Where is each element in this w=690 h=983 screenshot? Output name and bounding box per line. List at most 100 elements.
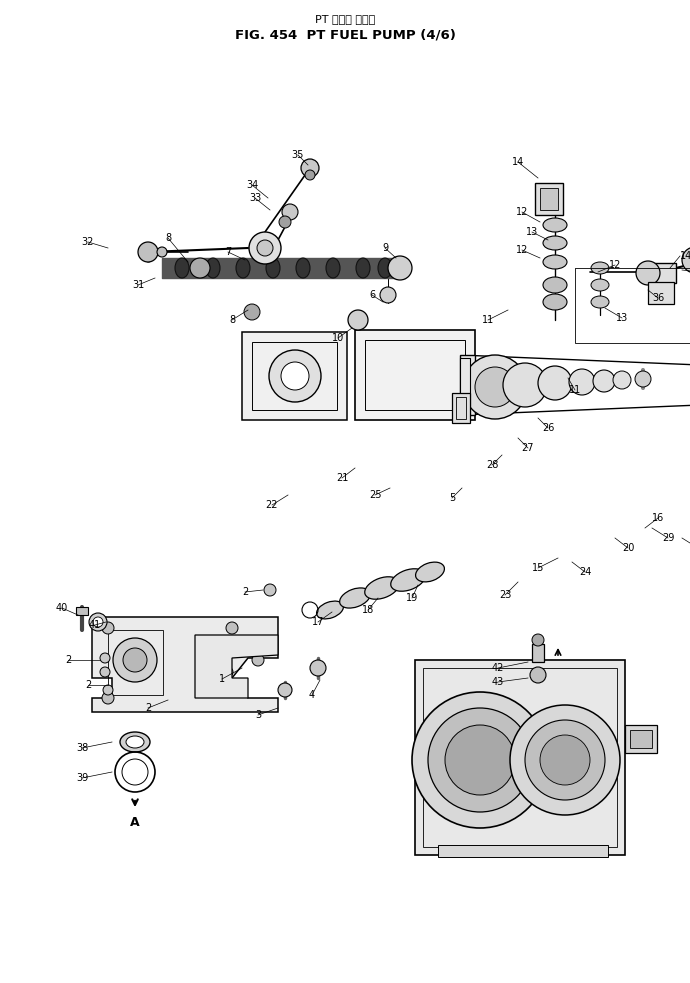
Text: 2: 2 <box>242 587 248 597</box>
Text: 31: 31 <box>132 280 144 290</box>
Bar <box>460 355 475 415</box>
Bar <box>438 845 608 857</box>
Text: 2: 2 <box>145 703 151 713</box>
Text: 7: 7 <box>225 247 231 257</box>
Circle shape <box>463 355 527 419</box>
Circle shape <box>269 350 321 402</box>
Text: 42: 42 <box>492 663 504 673</box>
Circle shape <box>538 366 572 400</box>
Bar <box>575 268 690 343</box>
Text: 39: 39 <box>76 773 88 783</box>
Bar <box>625 725 657 753</box>
Ellipse shape <box>591 262 609 274</box>
Circle shape <box>223 667 233 677</box>
Ellipse shape <box>175 258 189 278</box>
Bar <box>648 263 676 283</box>
Ellipse shape <box>356 258 370 278</box>
Text: 8: 8 <box>229 315 235 325</box>
Text: 18: 18 <box>362 605 374 615</box>
Bar <box>535 183 563 215</box>
Circle shape <box>475 367 515 407</box>
Bar <box>415 660 625 855</box>
Circle shape <box>540 735 590 785</box>
Text: 4: 4 <box>309 690 315 700</box>
Circle shape <box>113 638 157 682</box>
Circle shape <box>279 216 291 228</box>
Text: 9: 9 <box>382 243 388 253</box>
Text: 12: 12 <box>609 260 621 270</box>
Ellipse shape <box>591 296 609 308</box>
Text: 2: 2 <box>85 680 91 690</box>
Text: 20: 20 <box>622 543 634 553</box>
Text: 12: 12 <box>516 207 528 217</box>
Circle shape <box>278 683 292 697</box>
Circle shape <box>569 369 595 395</box>
Text: 23: 23 <box>499 590 511 600</box>
Ellipse shape <box>391 569 425 591</box>
Text: 26: 26 <box>542 423 554 433</box>
Text: 14: 14 <box>512 157 524 167</box>
Circle shape <box>103 685 113 695</box>
Ellipse shape <box>296 258 310 278</box>
Text: 35: 35 <box>292 150 304 160</box>
Text: 29: 29 <box>662 533 674 543</box>
Text: 11: 11 <box>482 315 494 325</box>
Ellipse shape <box>236 258 250 278</box>
Ellipse shape <box>266 258 280 278</box>
Circle shape <box>301 159 319 177</box>
Text: 28: 28 <box>486 460 498 470</box>
Circle shape <box>530 667 546 683</box>
Ellipse shape <box>120 732 150 752</box>
Circle shape <box>100 653 110 663</box>
Circle shape <box>348 310 368 330</box>
Ellipse shape <box>206 258 220 278</box>
Ellipse shape <box>543 218 567 232</box>
Bar <box>108 630 163 695</box>
Text: 6: 6 <box>369 290 375 300</box>
Text: PT フェル ポンプ: PT フェル ポンプ <box>315 14 375 24</box>
Circle shape <box>636 261 660 285</box>
Circle shape <box>682 247 690 273</box>
Circle shape <box>226 622 238 634</box>
Text: 12: 12 <box>516 245 528 255</box>
Text: 41: 41 <box>89 620 101 630</box>
Bar <box>532 644 544 662</box>
Ellipse shape <box>326 258 340 278</box>
Circle shape <box>252 654 264 666</box>
Text: 8: 8 <box>165 233 171 243</box>
Circle shape <box>190 258 210 278</box>
Text: 2: 2 <box>65 655 71 665</box>
Circle shape <box>89 613 107 631</box>
Bar <box>365 340 465 410</box>
Text: 19: 19 <box>406 593 418 603</box>
Bar <box>630 730 652 748</box>
Text: 5: 5 <box>449 493 455 503</box>
Circle shape <box>123 648 147 672</box>
Circle shape <box>93 617 103 627</box>
Text: 17: 17 <box>312 617 324 627</box>
Circle shape <box>157 247 167 257</box>
Circle shape <box>310 660 326 676</box>
Bar <box>423 668 617 847</box>
Ellipse shape <box>365 577 400 600</box>
Polygon shape <box>195 635 278 698</box>
Text: 25: 25 <box>368 490 382 500</box>
Text: 36: 36 <box>652 293 664 303</box>
Ellipse shape <box>543 277 567 293</box>
Circle shape <box>102 622 114 634</box>
Polygon shape <box>460 358 470 416</box>
Circle shape <box>282 204 298 220</box>
Circle shape <box>593 370 615 392</box>
Circle shape <box>428 708 532 812</box>
Text: 27: 27 <box>522 443 534 453</box>
Circle shape <box>503 363 547 407</box>
Text: 43: 43 <box>492 677 504 687</box>
Text: 10: 10 <box>332 333 344 343</box>
Text: 13: 13 <box>616 313 628 323</box>
Circle shape <box>388 256 412 280</box>
Text: 34: 34 <box>246 180 258 190</box>
Circle shape <box>102 692 114 704</box>
Text: A: A <box>130 816 140 829</box>
Bar <box>540 188 558 210</box>
Text: 40: 40 <box>56 603 68 613</box>
